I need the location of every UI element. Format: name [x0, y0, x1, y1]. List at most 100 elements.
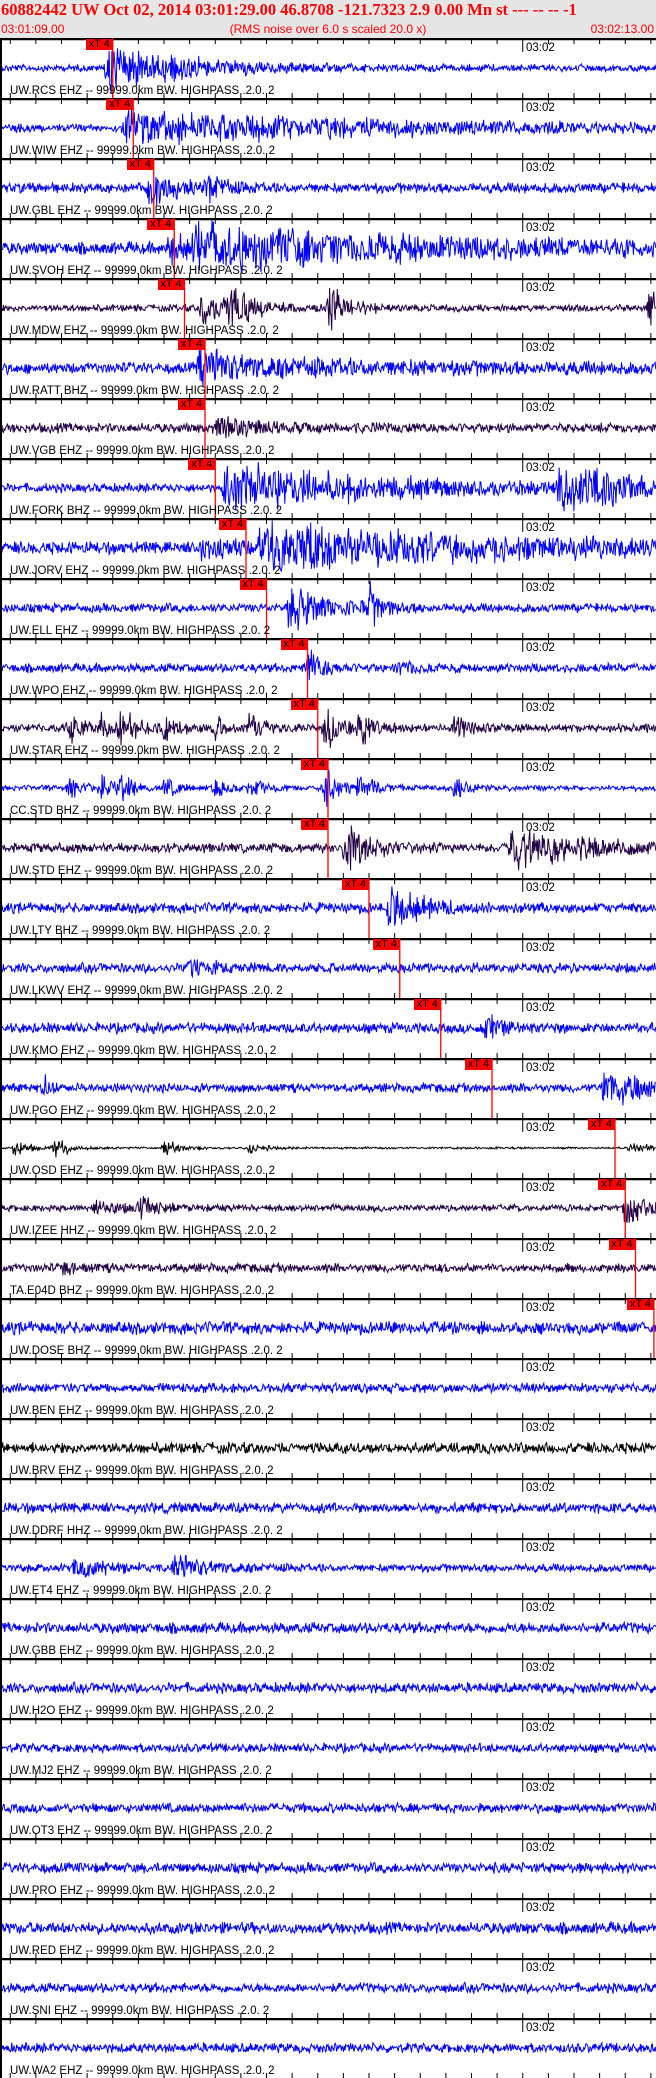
pick-marker[interactable]: xT 4 — [598, 1179, 626, 1190]
waveform-line — [1, 1680, 656, 1696]
station-label: UW.PGO EHZ -- 99999.0km BW. HIGHPASS .2.… — [10, 1105, 276, 1117]
trace-uw-brv: 03:02 UW.BRV EHZ -- 99999.0km BW. HIGHPAS… — [0, 1418, 656, 1478]
time-label: 03:02 — [526, 1842, 555, 1854]
station-label: UW.FORK BHZ -- 99999.0km BW. HIGHPASS .2… — [10, 505, 283, 517]
waveform-line — [1, 109, 656, 146]
waveform-line — [1, 649, 656, 681]
pick-marker[interactable]: xT 4 — [85, 39, 113, 50]
trace-plot — [0, 1898, 656, 1958]
trace-uw-lty: 03:02 xT 4 UW.LTY BHZ -- 99999.0km BW. HIG… — [0, 878, 656, 938]
waveform-line — [1, 1140, 656, 1158]
time-label: 03:02 — [526, 102, 555, 114]
pick-marker[interactable]: xT 4 — [608, 1239, 636, 1250]
trace-plot — [0, 1838, 656, 1898]
trace-cc-std: 03:02 xT 4 CC.STD BHZ -- 99999.0km BW. HIG… — [0, 758, 656, 818]
waveform-line — [1, 1196, 656, 1223]
trace-plot — [0, 2018, 656, 2078]
trace-uw-ben: 03:02 UW.BEN EHZ -- 99999.0km BW. HIGHPAS… — [0, 1358, 656, 1418]
waveform-line — [1, 416, 656, 439]
waveform-line — [1, 1014, 656, 1039]
time-label: 03:02 — [526, 1902, 555, 1914]
time-label: 03:02 — [526, 222, 555, 234]
waveform-line — [1, 1441, 656, 1456]
time-label: 03:02 — [526, 462, 555, 474]
pick-marker[interactable]: xT 4 — [588, 1119, 615, 1130]
pick-marker[interactable]: xT 4 — [301, 819, 328, 830]
trace-uw-kmo: 03:02 xT 4 UW.KMO EHZ -- 99999.0km BW. HIG… — [0, 998, 656, 1058]
pick-marker[interactable]: xT 4 — [465, 1059, 492, 1070]
trace-uw-fork: 03:02 xT 4 UW.FORK BHZ -- 99999.0km BW. HI… — [0, 458, 656, 518]
station-label: UW.RED EHZ -- 99999.0km BW. HIGHPASS .2.… — [10, 1945, 275, 1957]
trace-plot — [0, 1298, 656, 1358]
station-label: UW.STAR EHZ -- 99999.0km BW. HIGHPASS .2… — [10, 745, 280, 757]
pick-marker[interactable]: xT 4 — [126, 159, 154, 170]
pick-marker[interactable]: xT 4 — [372, 939, 400, 950]
pick-marker[interactable]: xT 4 — [219, 519, 246, 530]
waveform-line — [1, 1920, 656, 1936]
rms-note: (RMS noise over 6.0 s scaled 20.0 x) — [229, 22, 427, 36]
pick-marker[interactable]: xT 4 — [178, 399, 205, 410]
trace-uw-star: 03:02 xT 4 UW.STAR EHZ -- 99999.0km BW. HI… — [0, 698, 656, 758]
trace-uw-vgb: 03:02 xT 4 UW.VGB EHZ -- 99999.0km BW. HIG… — [0, 398, 656, 458]
trace-uw-jorv: 03:02 xT 4 UW.JORV EHZ -- 99999.0km BW. HI… — [0, 518, 656, 578]
time-label: 03:02 — [526, 1542, 555, 1554]
pick-marker[interactable]: xT 4 — [626, 1299, 654, 1310]
pick-marker[interactable]: xT 4 — [301, 759, 328, 770]
trace-plot — [0, 398, 656, 458]
station-label: UW.LKWV EHZ -- 99999.0km BW. HIGHPASS .2… — [10, 985, 283, 997]
pick-marker[interactable]: xT 4 — [106, 99, 134, 110]
trace-plot — [0, 218, 656, 278]
start-time: 03:01:09.00 — [1, 22, 65, 36]
trace-uw-osd: 03:02 xT 4 UW.OSD EHZ -- 99999.0km BW. HIG… — [0, 1118, 656, 1178]
station-label: UW.SVOH EHZ -- 99999.0km BW. HIGHPASS .2… — [10, 265, 283, 277]
waveform-line — [2, 1500, 656, 1516]
trace-plot — [0, 1718, 656, 1778]
pick-marker[interactable]: xT 4 — [147, 219, 175, 230]
pick-marker[interactable]: xT 4 — [157, 279, 185, 290]
pick-marker[interactable]: xT 4 — [342, 879, 369, 890]
trace-plot — [0, 1418, 656, 1478]
trace-uw-dose: 03:02 xT 4 UW.DOSE BHZ -- 99999.0km BW. HI… — [0, 1298, 656, 1358]
time-label: 03:02 — [526, 642, 555, 654]
waveform-line — [1, 1320, 656, 1337]
trace-plot — [0, 1538, 656, 1598]
waveform-line — [1, 1860, 656, 1875]
pick-marker[interactable]: xT 4 — [280, 639, 308, 650]
waveform-line — [1, 462, 656, 512]
station-label: UW.H2O EHZ -- 99999.0km BW. HIGHPASS .2.… — [10, 1705, 274, 1717]
time-label: 03:02 — [526, 42, 555, 54]
time-label: 03:02 — [526, 1122, 555, 1134]
pick-marker[interactable]: xT 4 — [178, 339, 205, 350]
seismogram-traces: 03:02 xT 4 UW.RCS EHZ -- 99999.0km BW. HIG… — [0, 38, 656, 2078]
pick-marker[interactable]: xT 4 — [188, 459, 216, 470]
pick-marker[interactable]: xT 4 — [290, 699, 318, 710]
pick-marker[interactable]: xT 4 — [239, 579, 267, 590]
time-label: 03:02 — [526, 942, 555, 954]
trace-plot — [0, 278, 656, 338]
station-label: CC.STD BHZ -- 99999.0km BW. HIGHPASS .2.… — [10, 805, 272, 817]
event-title: 60882442 UW Oct 02, 2014 03:01:29.00 46.… — [1, 0, 577, 19]
trace-uw-sni: 03:02 UW.SNI EHZ -- 99999.0km BW. HIGHPAS… — [0, 1958, 656, 2018]
station-label: UW.PRO EHZ -- 99999.0km BW. HIGHPASS .2.… — [10, 1885, 275, 1897]
station-label: UW.DDRF HHZ -- 99999.0km BW. HIGHPASS .2… — [10, 1525, 283, 1537]
station-label: UW.ELL EHZ -- 99999.0km BW. HIGHPASS .2.… — [10, 625, 271, 637]
pick-marker[interactable]: xT 4 — [413, 999, 441, 1010]
time-label: 03:02 — [526, 1422, 555, 1434]
time-label: 03:02 — [526, 1182, 555, 1194]
time-label: 03:02 — [526, 282, 555, 294]
station-label: UW.SNI EHZ -- 99999.0km BW. HIGHPASS .2.… — [10, 2005, 270, 2017]
trace-plot — [0, 458, 656, 518]
trace-plot — [0, 1958, 656, 2018]
trace-plot — [0, 758, 656, 818]
station-label: UW.BEN EHZ -- 99999.0km BW. HIGHPASS .2.… — [10, 1405, 274, 1417]
trace-plot — [0, 338, 656, 398]
trace-uw-pro: 03:02 UW.PRO EHZ -- 99999.0km BW. HIGHPAS… — [0, 1838, 656, 1898]
trace-uw-h2o: 03:02 UW.H2O EHZ -- 99999.0km BW. HIGHPAS… — [0, 1658, 656, 1718]
station-label: UW.KMO EHZ -- 99999.0km BW. HIGHPASS .2.… — [10, 1045, 277, 1057]
waveform-line — [1, 1801, 656, 1815]
time-label: 03:02 — [526, 1242, 555, 1254]
trace-uw-gbb: 03:02 UW.GBB EHZ -- 99999.0km BW. HIGHPAS… — [0, 1598, 656, 1658]
time-label: 03:02 — [526, 762, 555, 774]
trace-plot — [0, 998, 656, 1058]
station-label: UW.RCS EHZ -- 99999.0km BW. HIGHPASS .2.… — [10, 85, 275, 97]
